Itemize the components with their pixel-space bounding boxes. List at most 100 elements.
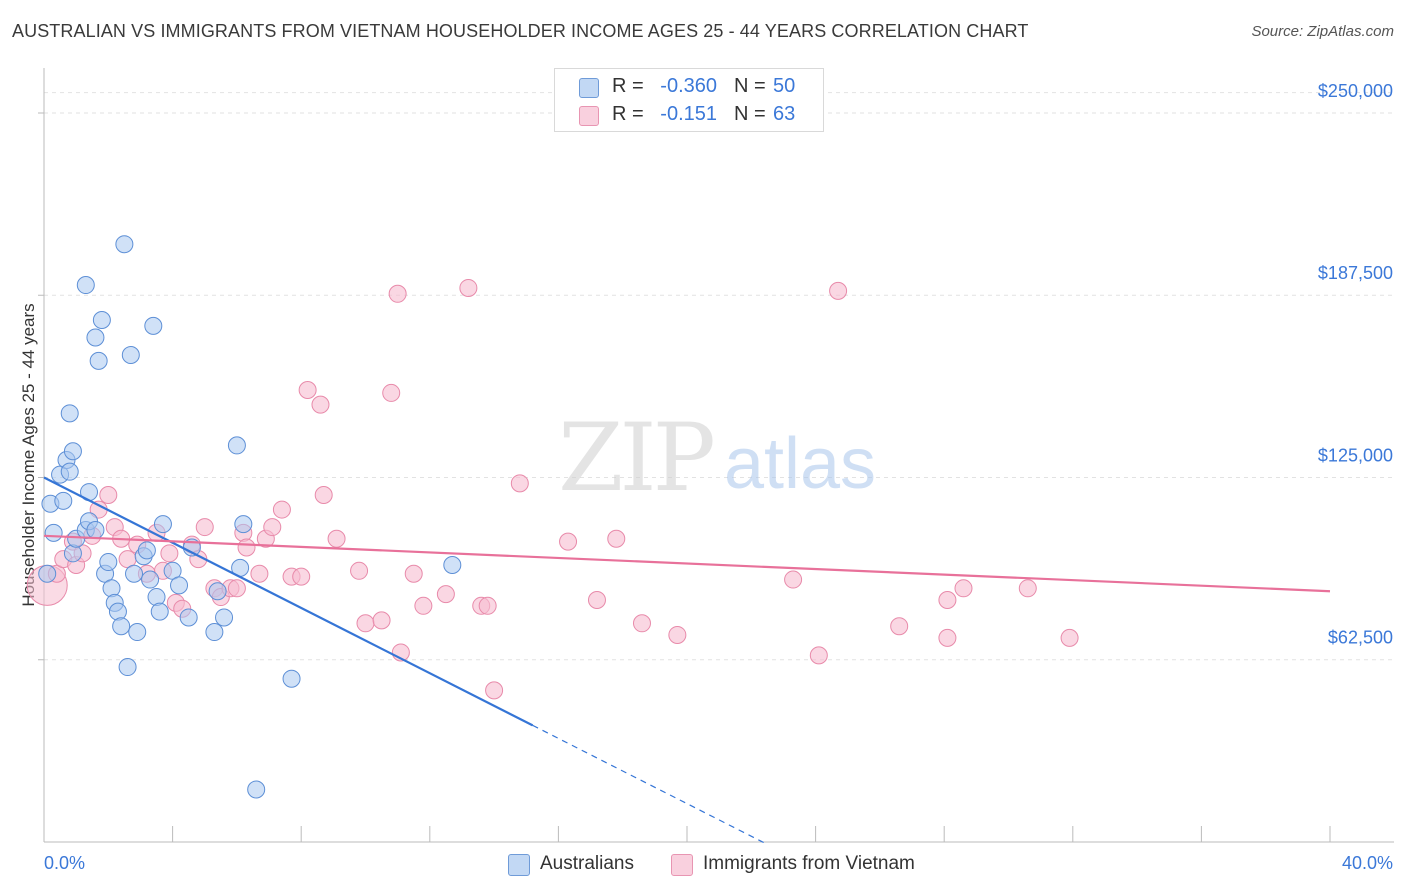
data-point-vietnam bbox=[668, 625, 687, 644]
correlation-legend: R = -0.360 N = 50 R = -0.151 N = 63 bbox=[554, 68, 824, 132]
data-point-vietnam bbox=[478, 596, 497, 615]
data-point-vietnam bbox=[459, 278, 478, 297]
data-point-vietnam bbox=[1018, 579, 1037, 598]
grid-lines bbox=[44, 92, 1394, 661]
data-point-australians bbox=[125, 564, 144, 583]
legend-r-value: -0.151 bbox=[660, 103, 717, 125]
x-tick-label-max: 40.0% bbox=[1342, 853, 1393, 873]
data-point-australians bbox=[282, 669, 301, 688]
x-tick-label-min: 0.0% bbox=[44, 853, 85, 873]
data-point-australians bbox=[147, 588, 166, 607]
data-point-vietnam bbox=[559, 532, 578, 551]
data-point-vietnam bbox=[237, 538, 256, 557]
data-point-vietnam bbox=[327, 529, 346, 548]
data-point-australians bbox=[121, 346, 140, 365]
data-point-australians bbox=[215, 608, 234, 627]
data-point-australians bbox=[60, 404, 79, 423]
data-point-australians bbox=[170, 576, 189, 595]
data-point-australians bbox=[63, 544, 82, 563]
data-point-vietnam bbox=[314, 485, 333, 504]
data-point-vietnam bbox=[311, 395, 330, 414]
data-point-vietnam bbox=[250, 564, 269, 583]
legend-n-label: N = bbox=[734, 103, 766, 125]
data-point-australians bbox=[115, 235, 134, 254]
data-point-australians bbox=[118, 658, 137, 677]
bottom-legend-label: Australians bbox=[540, 853, 634, 874]
data-point-vietnam bbox=[436, 585, 455, 604]
data-point-vietnam bbox=[1060, 628, 1079, 647]
data-point-australians bbox=[92, 311, 111, 330]
legend-n-value: 50 bbox=[773, 75, 796, 97]
bottom-legend-label: Immigrants from Vietnam bbox=[703, 853, 915, 874]
bottom-legend-swatch-pink bbox=[671, 854, 693, 876]
data-point-vietnam bbox=[272, 500, 291, 519]
trend-line-australians bbox=[43, 476, 534, 727]
trend-lines bbox=[43, 476, 1331, 845]
legend-row-australians: R = -0.360 N = 50 bbox=[555, 72, 823, 102]
data-point-australians bbox=[137, 541, 156, 560]
legend-swatch-pink bbox=[579, 106, 599, 126]
data-point-australians bbox=[86, 520, 105, 539]
data-point-vietnam bbox=[382, 383, 401, 402]
data-point-vietnam bbox=[292, 567, 311, 586]
data-point-vietnam bbox=[587, 590, 606, 609]
data-point-australians bbox=[108, 602, 127, 621]
legend-n-label: N = bbox=[734, 75, 766, 97]
data-point-australians bbox=[38, 564, 57, 583]
data-point-vietnam bbox=[99, 485, 118, 504]
data-point-vietnam bbox=[350, 561, 369, 580]
data-point-vietnam bbox=[485, 681, 504, 700]
data-point-vietnam bbox=[632, 614, 651, 633]
data-point-australians bbox=[112, 617, 131, 636]
data-point-australians bbox=[141, 570, 160, 589]
watermark-zip: ZIP bbox=[558, 404, 712, 513]
data-point-vietnam bbox=[356, 614, 375, 633]
legend-n-value: 63 bbox=[773, 103, 796, 125]
data-point-australians bbox=[205, 623, 224, 642]
watermark: ZIP atlas bbox=[558, 404, 876, 513]
data-point-australians bbox=[234, 515, 253, 534]
data-point-australians bbox=[179, 608, 198, 627]
data-point-australians bbox=[54, 491, 73, 510]
data-point-vietnam bbox=[388, 284, 407, 303]
data-point-australians bbox=[44, 523, 63, 542]
y-tick-label: $62,500 bbox=[1328, 628, 1393, 648]
data-point-australians bbox=[150, 602, 169, 621]
data-point-australians bbox=[153, 515, 172, 534]
data-point-vietnam bbox=[414, 596, 433, 615]
data-point-vietnam bbox=[890, 617, 909, 636]
data-point-vietnam bbox=[195, 518, 214, 537]
data-point-australians bbox=[247, 780, 266, 799]
series-immigrants-from-vietnam bbox=[26, 278, 1079, 700]
source-label: Source: ZipAtlas.com bbox=[1251, 23, 1394, 40]
data-point-vietnam bbox=[829, 281, 848, 300]
legend-r-label: R = bbox=[612, 103, 644, 125]
axes bbox=[38, 68, 1394, 843]
data-point-australians bbox=[102, 579, 121, 598]
data-point-vietnam bbox=[227, 579, 246, 598]
data-point-australians bbox=[60, 462, 79, 481]
data-point-vietnam bbox=[372, 611, 391, 630]
chart-title: AUSTRALIAN VS IMMIGRANTS FROM VIETNAM HO… bbox=[12, 21, 1029, 41]
data-point-vietnam bbox=[784, 570, 803, 589]
data-point-vietnam bbox=[938, 628, 957, 647]
trend-line-australians-extension bbox=[532, 724, 768, 845]
data-point-australians bbox=[89, 351, 108, 370]
y-tick-labels: $62,500 $125,000 $187,500 $250,000 bbox=[1318, 81, 1393, 648]
y-tick-label: $250,000 bbox=[1318, 81, 1393, 101]
data-point-vietnam bbox=[954, 579, 973, 598]
data-point-vietnam bbox=[809, 646, 828, 665]
data-point-vietnam bbox=[938, 590, 957, 609]
legend-row-vietnam: R = -0.151 N = 63 bbox=[555, 100, 823, 130]
legend-swatch-blue bbox=[579, 78, 599, 98]
data-point-vietnam bbox=[404, 564, 423, 583]
data-point-australians bbox=[76, 276, 95, 295]
y-tick-label: $187,500 bbox=[1318, 263, 1393, 283]
data-point-vietnam bbox=[263, 518, 282, 537]
y-tick-label: $125,000 bbox=[1318, 445, 1393, 465]
data-point-australians bbox=[227, 436, 246, 455]
data-point-australians bbox=[99, 553, 118, 572]
bottom-legend-swatch-blue bbox=[508, 854, 530, 876]
legend-r-value: -0.360 bbox=[660, 75, 717, 97]
